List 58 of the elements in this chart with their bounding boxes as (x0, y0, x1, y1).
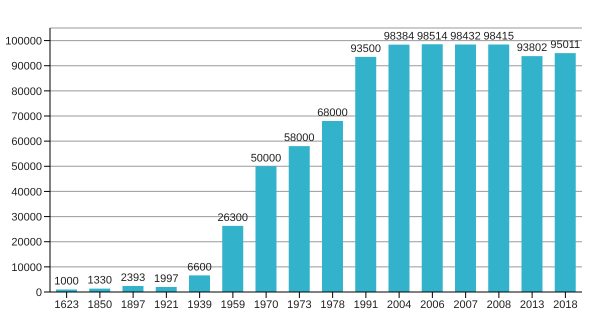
data-label: 98514 (416, 30, 448, 42)
x-tick-label: 1959 (220, 298, 246, 311)
x-tick-label: 2007 (453, 298, 478, 311)
y-tick-label: 70000 (11, 110, 42, 123)
x-tick-label: 1921 (154, 298, 179, 311)
y-tick-label: 50000 (11, 161, 42, 174)
y-tick-label: 40000 (11, 186, 42, 198)
x-tick-label: 1973 (287, 298, 312, 311)
data-label: 50000 (250, 152, 282, 164)
bar (388, 44, 410, 292)
data-label: 95011 (550, 39, 580, 52)
bar (554, 53, 576, 292)
x-tick-label: 1991 (354, 298, 378, 311)
y-tick-label: 80000 (11, 86, 42, 98)
x-tick-label: 1978 (320, 298, 345, 311)
y-tick-label: 90000 (11, 60, 42, 73)
y-tick-label: 0 (36, 286, 42, 299)
y-tick-label: 30000 (11, 211, 42, 224)
bar (355, 56, 376, 292)
bar (188, 275, 210, 292)
bar (521, 56, 542, 292)
bar (222, 226, 244, 292)
y-tick-label: 20000 (11, 236, 42, 249)
x-tick-label: 1939 (187, 298, 212, 311)
bar (454, 44, 476, 292)
bar (255, 166, 276, 292)
x-tick-label: 1897 (120, 298, 146, 311)
data-label: 58000 (284, 132, 315, 144)
bar (422, 44, 443, 292)
data-label: 98384 (384, 30, 414, 43)
x-tick-label: 1850 (88, 298, 112, 311)
data-label: 68000 (317, 107, 348, 120)
x-tick-label: 1970 (254, 298, 278, 311)
x-tick-label: 2018 (553, 298, 578, 311)
data-label: 98432 (450, 30, 481, 43)
data-label: 93802 (516, 42, 548, 54)
bar (488, 44, 510, 292)
data-label: 6600 (187, 261, 212, 274)
bar (89, 288, 110, 292)
y-tick-label: 60000 (11, 136, 42, 148)
bar (288, 146, 310, 292)
y-tick-label: 10000 (11, 262, 42, 274)
data-label: 1330 (87, 274, 112, 287)
data-label: 93500 (350, 42, 382, 55)
x-tick-label: 2008 (486, 298, 512, 311)
y-tick-label: 100000 (5, 35, 42, 48)
data-label: 1000 (54, 275, 79, 288)
bar (122, 286, 144, 292)
x-tick-label: 2006 (420, 298, 445, 311)
x-tick-label: 2004 (386, 298, 412, 311)
x-tick-label: 1623 (54, 298, 79, 311)
data-label: 2393 (120, 272, 146, 284)
bar (322, 121, 343, 292)
x-tick-label: 2013 (520, 298, 544, 311)
data-label: 1997 (154, 272, 178, 285)
bar (156, 286, 177, 292)
data-label: 98415 (483, 30, 514, 43)
data-label: 26300 (217, 212, 248, 224)
